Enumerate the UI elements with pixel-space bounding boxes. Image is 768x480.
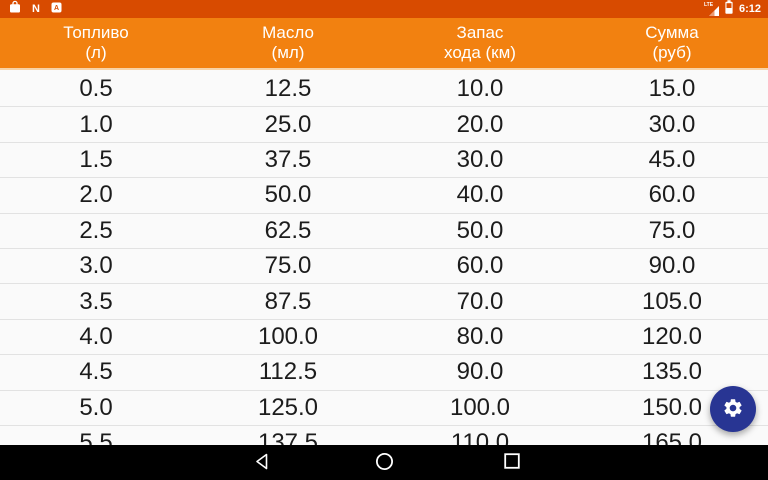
cell-sum: 30.0 bbox=[648, 110, 696, 138]
cell-fuel: 3.5 bbox=[79, 287, 113, 315]
cell-range: 10.0 bbox=[456, 75, 504, 103]
table-row: 2.0 50.0 40.0 60.0 bbox=[0, 178, 768, 214]
cell-oil: 37.5 bbox=[264, 145, 312, 173]
header-col-range-line1: Запас bbox=[456, 23, 504, 42]
recents-button[interactable] bbox=[492, 445, 532, 480]
cell-range: 70.0 bbox=[456, 287, 504, 315]
cell-sum: 135.0 bbox=[641, 358, 703, 386]
notification-icons: N A bbox=[0, 0, 62, 18]
cell-fuel: 2.5 bbox=[79, 216, 113, 244]
cell-range: 80.0 bbox=[456, 322, 504, 350]
gear-icon bbox=[722, 397, 744, 422]
table-row: 3.0 75.0 60.0 90.0 bbox=[0, 248, 768, 285]
cell-fuel: 2.0 bbox=[79, 181, 113, 209]
navigation-bar bbox=[0, 445, 768, 480]
table-row: 1.0 25.0 20.0 30.0 bbox=[0, 107, 768, 143]
cell-oil: 62.5 bbox=[264, 216, 312, 244]
cell-range: 30.0 bbox=[456, 145, 504, 173]
cell-sum: 150.0 bbox=[641, 393, 703, 421]
cell-range: 50.0 bbox=[456, 216, 504, 244]
back-button[interactable] bbox=[242, 445, 282, 480]
clock: 6:12 bbox=[738, 2, 761, 15]
cell-sum: 90.0 bbox=[648, 252, 696, 280]
status-bar[interactable]: N A LTE 6:12 bbox=[0, 0, 768, 18]
table-row: 4.0 100.0 80.0 120.0 bbox=[0, 319, 768, 356]
battery-icon bbox=[724, 0, 734, 20]
cell-fuel: 0.5 bbox=[79, 75, 113, 103]
header-col-range-line2: хода (км) bbox=[444, 43, 516, 62]
network-type-label: LTE bbox=[703, 2, 714, 8]
table-header: Топливо (л) Масло (мл) Запас хода (км) С… bbox=[0, 18, 768, 70]
status-right: LTE 6:12 bbox=[704, 0, 768, 20]
header-col-sum: Сумма (руб) bbox=[576, 18, 768, 68]
cell-fuel: 5.0 bbox=[79, 393, 113, 421]
cell-oil: 75.0 bbox=[264, 252, 312, 280]
svg-text:A: A bbox=[54, 5, 59, 12]
cell-range: 100.0 bbox=[449, 393, 511, 421]
cell-range: 90.0 bbox=[456, 358, 504, 386]
cell-sum: 75.0 bbox=[648, 216, 696, 244]
cell-fuel: 4.0 bbox=[79, 322, 113, 350]
cell-sum: 60.0 bbox=[648, 181, 696, 209]
table-row: 4.5 112.5 90.0 135.0 bbox=[0, 355, 768, 391]
cell-sum: 15.0 bbox=[648, 75, 696, 103]
cell-sum: 120.0 bbox=[641, 322, 703, 350]
cell-oil: 50.0 bbox=[264, 181, 312, 209]
table-row: 0.5 12.5 10.0 15.0 bbox=[0, 72, 768, 108]
cell-oil: 100.0 bbox=[257, 322, 319, 350]
table-row: 2.5 62.5 50.0 75.0 bbox=[0, 213, 768, 249]
home-circle-icon bbox=[375, 452, 394, 474]
cell-fuel: 1.0 bbox=[79, 110, 113, 138]
home-button[interactable] bbox=[364, 445, 404, 480]
header-col-fuel-line2: (л) bbox=[85, 43, 107, 62]
table-row: 1.5 37.5 30.0 45.0 bbox=[0, 142, 768, 179]
cell-fuel: 4.5 bbox=[79, 358, 113, 386]
cell-oil: 87.5 bbox=[264, 287, 312, 315]
recents-square-icon bbox=[504, 453, 520, 472]
cell-fuel: 1.5 bbox=[79, 145, 113, 173]
app-square-icon: A bbox=[51, 0, 62, 18]
cell-oil: 112.5 bbox=[258, 358, 318, 386]
cell-oil: 25.0 bbox=[264, 110, 312, 138]
cell-range: 20.0 bbox=[456, 110, 504, 138]
settings-fab-button[interactable] bbox=[710, 386, 756, 432]
header-col-range: Запас хода (км) bbox=[384, 18, 576, 68]
fuel-table[interactable]: 0.5 12.5 10.0 15.0 1.0 25.0 20.0 30.0 1.… bbox=[0, 72, 768, 480]
shopping-bag-icon bbox=[9, 0, 21, 18]
table-row: 5.0 125.0 100.0 150.0 bbox=[0, 390, 768, 426]
table-row: 3.5 87.5 70.0 105.0 bbox=[0, 284, 768, 320]
header-col-oil-line2: (мл) bbox=[271, 43, 305, 62]
header-col-fuel: Топливо (л) bbox=[0, 18, 192, 68]
header-col-oil: Масло (мл) bbox=[192, 18, 384, 68]
header-col-sum-line1: Сумма bbox=[645, 23, 699, 42]
cell-oil: 125.0 bbox=[257, 393, 319, 421]
cell-range: 40.0 bbox=[456, 181, 504, 209]
letter-n-icon: N bbox=[32, 2, 40, 15]
cell-sum: 45.0 bbox=[648, 145, 696, 173]
back-triangle-icon bbox=[254, 453, 270, 473]
cell-oil: 12.5 bbox=[264, 75, 312, 103]
header-col-sum-line2: (руб) bbox=[652, 43, 692, 62]
header-col-oil-line1: Масло bbox=[262, 23, 314, 42]
cell-fuel: 3.0 bbox=[79, 252, 113, 280]
cell-signal-icon: LTE bbox=[704, 2, 719, 16]
cell-sum: 105.0 bbox=[641, 287, 703, 315]
header-col-fuel-line1: Топливо bbox=[63, 23, 129, 42]
cell-range: 60.0 bbox=[456, 252, 504, 280]
